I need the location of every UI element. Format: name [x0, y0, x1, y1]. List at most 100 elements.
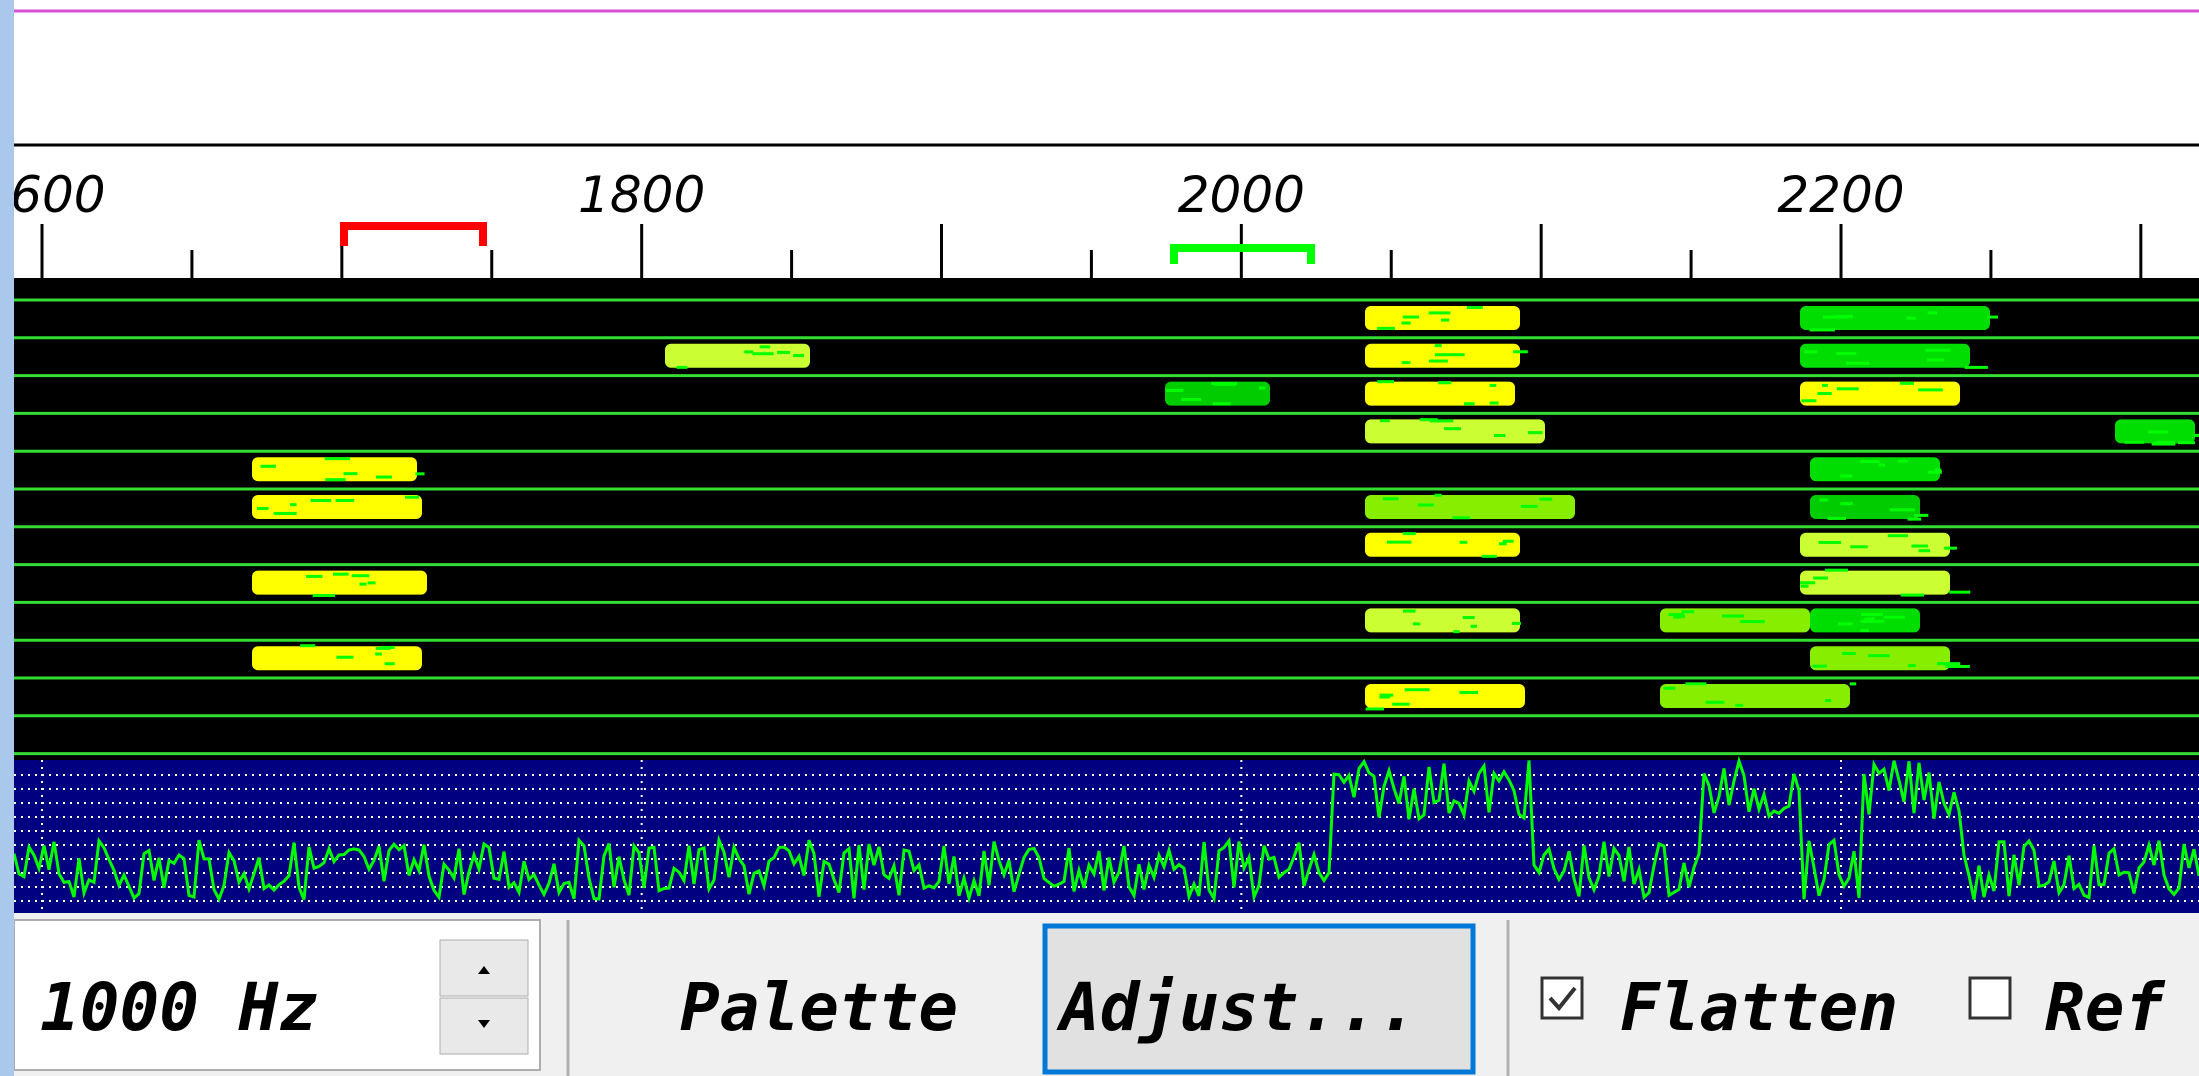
signal-speckle [1817, 392, 1832, 396]
palette-label: Palette [680, 969, 958, 1046]
signal-trace [1365, 495, 1575, 519]
signal-speckle [1404, 688, 1430, 692]
signal-speckle [1850, 545, 1868, 549]
ref-checkbox[interactable] [1968, 976, 2012, 1020]
tick-label: 1800 [578, 166, 705, 224]
signal-speckle [793, 354, 804, 358]
signal-speckle [1918, 388, 1943, 392]
signal-speckle [1812, 664, 1827, 668]
signal-speckle [676, 365, 688, 369]
up-arrow [478, 966, 490, 974]
signal-speckle [1822, 315, 1849, 319]
signal-speckle [1936, 662, 1961, 666]
signal-speckle [1897, 459, 1909, 463]
signal-speckle [1685, 682, 1707, 686]
signal-speckle [289, 503, 297, 507]
signal-speckle [367, 581, 376, 585]
ref-label: Ref [2045, 969, 2165, 1046]
signal-speckle [375, 652, 382, 656]
signal-speckle [1452, 516, 1470, 520]
signal-speckle [1906, 316, 1916, 320]
signal-speckle [1520, 504, 1538, 508]
signal-speckle [1809, 328, 1835, 332]
signal-speckle [1827, 516, 1846, 520]
signal-speckle [1489, 401, 1499, 405]
signal-speckle [1925, 348, 1951, 352]
signal-speckle [1840, 502, 1853, 506]
signal-speckle [380, 645, 395, 649]
signal-speckle [1165, 388, 1184, 392]
signal-speckle [1434, 353, 1447, 357]
signal-speckle [1964, 365, 1988, 369]
signal-speckle [1413, 622, 1421, 626]
signal-speckle [1804, 350, 1818, 354]
signal-speckle [1860, 619, 1885, 623]
signal-speckle [1849, 682, 1857, 686]
adjust-label: Adjust... [1056, 969, 1418, 1046]
signal-speckle [1927, 470, 1942, 474]
signal-trace [1365, 608, 1520, 633]
signal-speckle [1444, 427, 1461, 431]
signal-trace [1800, 306, 1990, 330]
signal-speckle [1402, 532, 1416, 536]
signal-speckle [2151, 442, 2176, 446]
tick-label: 1600 [0, 166, 106, 224]
signal-speckle [1949, 590, 1971, 594]
signal-speckle [1462, 616, 1475, 620]
signal-speckle [1401, 321, 1411, 325]
signal-speckle [1459, 690, 1479, 694]
signal-speckle [415, 472, 425, 476]
signal-speckle [1813, 576, 1828, 580]
signal-speckle [1721, 614, 1745, 618]
signal-speckle [1836, 352, 1857, 356]
frequency-scale: 1600 1800 2000 2200 [0, 166, 2143, 278]
signal-speckle [1821, 383, 1828, 387]
check-mark [1548, 986, 1577, 1012]
signal-speckle [1945, 664, 1970, 668]
signal-speckle [1878, 463, 1886, 467]
signal-speckle [1429, 419, 1454, 423]
signal-speckle [2124, 440, 2144, 444]
signal-speckle [1705, 700, 1725, 704]
signal-speckle [1539, 497, 1553, 501]
signal-trace [252, 457, 417, 482]
signal-speckle [1528, 431, 1543, 435]
signal-speckle [1212, 402, 1231, 406]
tick-label: 2200 [1777, 166, 1904, 224]
signal-speckle [1512, 621, 1521, 625]
signal-speckle [2177, 441, 2195, 445]
signal-speckle [1513, 350, 1528, 354]
flatten-checkbox[interactable] [1540, 976, 1584, 1020]
adjust-button[interactable] [1042, 923, 1476, 1075]
signal-speckle [1861, 612, 1883, 616]
signal-speckle [1908, 664, 1916, 668]
signal-speckle [1867, 654, 1890, 658]
signal-speckle [2148, 430, 2169, 434]
signal-speckle [1428, 311, 1451, 315]
signal-trace [1365, 532, 1520, 557]
signal-speckle [1838, 622, 1853, 626]
signal-speckle [1453, 630, 1460, 634]
signal-trace [1365, 306, 1520, 330]
signal-speckle [324, 457, 351, 461]
signal-speckle [1825, 699, 1832, 703]
signal-speckle [1934, 468, 1942, 472]
signal-trace [1365, 381, 1515, 406]
signal-speckle [1735, 703, 1744, 707]
signal-speckle [1927, 311, 1938, 315]
signal-speckle [1819, 498, 1829, 502]
signal-speckle [1379, 695, 1391, 699]
waterfall-signals [14, 298, 2199, 756]
signal-speckle [1377, 380, 1395, 384]
signal-speckle [1914, 513, 1929, 517]
signal-speckle [335, 498, 355, 502]
signal-trace [1800, 532, 1950, 557]
signal-speckle [1887, 534, 1908, 538]
signal-speckle [1489, 383, 1497, 387]
scale-background [14, 0, 2199, 278]
signal-trace [252, 570, 427, 595]
signal-speckle [1434, 493, 1442, 497]
signal-speckle [1681, 610, 1695, 614]
signal-speckle [1818, 540, 1842, 544]
